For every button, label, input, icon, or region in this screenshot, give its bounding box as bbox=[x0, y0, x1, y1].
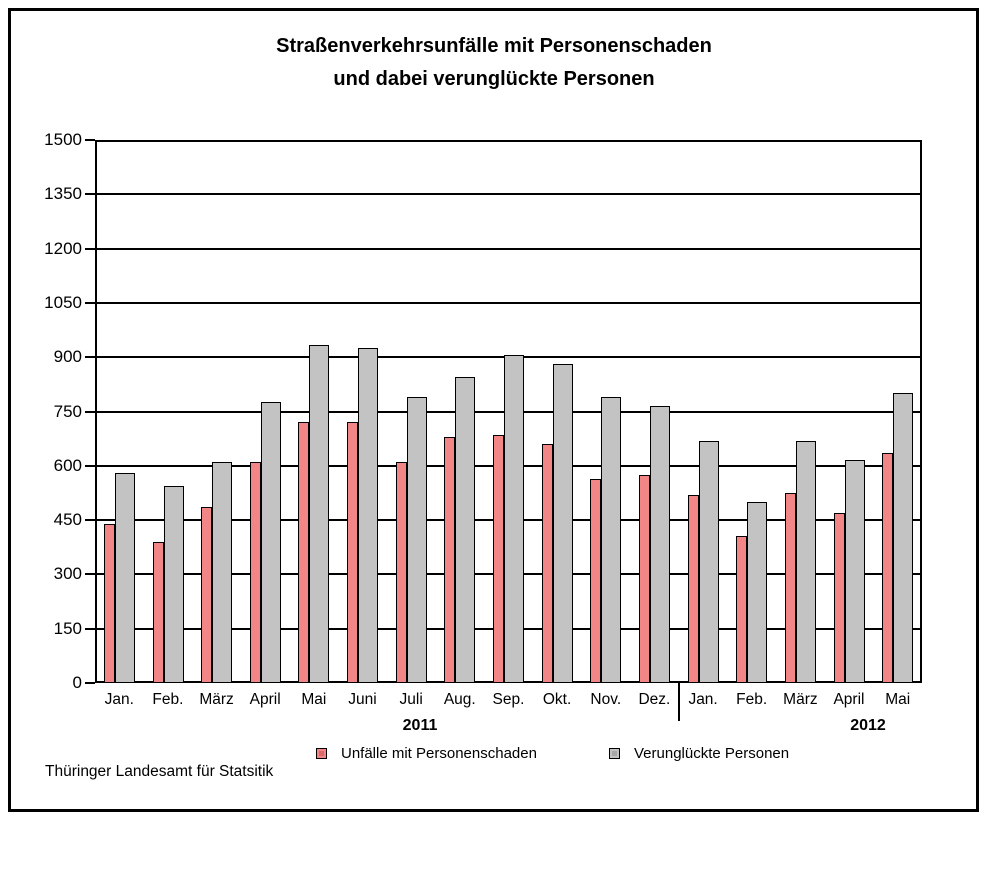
bar-unfaelle-mit-personenschaden-15 bbox=[833, 512, 845, 683]
bar-unfaelle-mit-personenschaden-4 bbox=[298, 422, 310, 683]
y-axis-tick-1200 bbox=[85, 248, 95, 250]
x-axis-month-label-14: März bbox=[783, 691, 818, 708]
y-axis-tick-1350 bbox=[85, 193, 95, 195]
bar-verunglueckte-personen-0 bbox=[114, 473, 135, 683]
legend-label-unfaelle: Unfälle mit Personenschaden bbox=[341, 745, 537, 762]
y-axis-tick-label-1500: 1500 bbox=[44, 130, 82, 149]
legend-marker-verunglueckte bbox=[609, 748, 620, 759]
y-axis-tick-150 bbox=[85, 628, 95, 630]
bar-unfaelle-mit-personenschaden-1 bbox=[152, 541, 164, 683]
gridline-1050 bbox=[95, 302, 922, 304]
chart-title-line-2: und dabei verunglückte Personen bbox=[333, 68, 655, 90]
y-axis-tick-label-450: 450 bbox=[53, 510, 82, 529]
x-axis-month-label-16: Mai bbox=[885, 691, 911, 708]
gridline-1350 bbox=[95, 193, 922, 195]
legend-marker-dot bbox=[319, 751, 324, 756]
bar-unfaelle-mit-personenschaden-9 bbox=[541, 444, 553, 683]
bar-verunglueckte-personen-13 bbox=[747, 502, 768, 683]
legend-label-verunglueckte: Verunglückte Personen bbox=[634, 745, 790, 762]
year-label-2012: 2012 bbox=[850, 717, 886, 734]
x-axis-month-label-7: Aug. bbox=[443, 691, 476, 708]
legend-marker-dot bbox=[612, 751, 617, 756]
x-axis-month-label-1: Feb. bbox=[152, 691, 184, 708]
y-axis-tick-1500 bbox=[85, 139, 95, 141]
bar-unfaelle-mit-personenschaden-14 bbox=[784, 493, 796, 683]
bar-verunglueckte-personen-7 bbox=[455, 377, 476, 683]
bar-verunglueckte-personen-8 bbox=[504, 355, 524, 683]
y-axis-tick-1050 bbox=[85, 302, 95, 304]
bar-unfaelle-mit-personenschaden-2 bbox=[201, 507, 213, 683]
bar-unfaelle-mit-personenschaden-3 bbox=[249, 462, 261, 683]
x-axis-month-label-5: Juni bbox=[348, 691, 377, 708]
x-axis-month-label-2: März bbox=[199, 691, 234, 708]
y-axis-tick-750 bbox=[85, 411, 95, 413]
chart-title-line-1: Straßenverkehrsunfälle mit Personenschad… bbox=[276, 35, 712, 57]
bar-verunglueckte-personen-2 bbox=[212, 462, 233, 683]
y-axis-tick-label-900: 900 bbox=[53, 347, 82, 366]
bar-verunglueckte-personen-3 bbox=[260, 402, 281, 683]
x-axis-month-label-12: Jan. bbox=[688, 691, 718, 708]
gridline-1200 bbox=[95, 248, 922, 250]
y-axis-tick-450 bbox=[85, 519, 95, 521]
y-axis-tick-label-1200: 1200 bbox=[44, 239, 82, 258]
year-label-2011: 2011 bbox=[402, 717, 438, 734]
bar-unfaelle-mit-personenschaden-0 bbox=[103, 523, 115, 683]
bar-unfaelle-mit-personenschaden-11 bbox=[638, 474, 650, 683]
bar-verunglueckte-personen-11 bbox=[649, 406, 670, 683]
bar-verunglueckte-personen-12 bbox=[698, 440, 719, 683]
y-axis-tick-label-300: 300 bbox=[53, 564, 82, 583]
bar-unfaelle-mit-personenschaden-7 bbox=[444, 436, 456, 683]
x-axis-month-label-9: Okt. bbox=[542, 691, 572, 708]
bar-unfaelle-mit-personenschaden-13 bbox=[736, 536, 748, 683]
y-axis-tick-label-600: 600 bbox=[53, 456, 82, 475]
bar-unfaelle-mit-personenschaden-10 bbox=[590, 478, 602, 683]
bar-verunglueckte-personen-6 bbox=[406, 397, 427, 683]
bar-verunglueckte-personen-1 bbox=[163, 485, 184, 683]
x-axis-month-label-10: Nov. bbox=[590, 691, 622, 708]
bar-verunglueckte-personen-4 bbox=[309, 344, 330, 683]
source-text: Thüringer Landesamt für Statsitik bbox=[45, 763, 274, 780]
x-axis-month-label-4: Mai bbox=[301, 691, 327, 708]
legend-marker-unfaelle bbox=[316, 748, 327, 759]
y-axis-tick-label-150: 150 bbox=[53, 619, 82, 638]
x-axis-month-label-8: Sep. bbox=[492, 691, 525, 708]
x-axis-month-label-13: Feb. bbox=[736, 691, 768, 708]
bar-unfaelle-mit-personenschaden-12 bbox=[687, 494, 699, 683]
y-axis-tick-900 bbox=[85, 356, 95, 358]
bar-verunglueckte-personen-15 bbox=[844, 460, 865, 683]
bar-verunglueckte-personen-10 bbox=[601, 397, 622, 683]
year-divider bbox=[677, 683, 680, 721]
x-axis-month-label-11: Dez. bbox=[638, 691, 671, 708]
x-axis-month-label-3: April bbox=[249, 691, 281, 708]
bar-unfaelle-mit-personenschaden-5 bbox=[347, 422, 359, 683]
x-axis-month-label-0: Jan. bbox=[104, 691, 134, 708]
bar-unfaelle-mit-personenschaden-8 bbox=[493, 435, 504, 683]
y-axis-tick-label-750: 750 bbox=[53, 402, 82, 421]
bar-verunglueckte-personen-9 bbox=[552, 364, 573, 683]
y-axis-tick-300 bbox=[85, 573, 95, 575]
y-axis-tick-label-0: 0 bbox=[72, 673, 82, 692]
y-axis-tick-600 bbox=[85, 465, 95, 467]
x-axis-month-label-15: April bbox=[833, 691, 865, 708]
y-axis-tick-label-1050: 1050 bbox=[44, 293, 82, 312]
bar-unfaelle-mit-personenschaden-6 bbox=[395, 462, 407, 683]
bar-verunglueckte-personen-14 bbox=[795, 440, 816, 683]
chart-title: Straßenverkehrsunfälle mit Personenschad… bbox=[0, 30, 988, 96]
bar-unfaelle-mit-personenschaden-16 bbox=[882, 453, 894, 683]
y-axis-tick-label-1350: 1350 bbox=[44, 184, 82, 203]
bar-verunglueckte-personen-5 bbox=[358, 348, 379, 683]
bar-verunglueckte-personen-16 bbox=[893, 393, 914, 683]
x-axis-month-label-6: Juli bbox=[399, 691, 423, 708]
y-axis-tick-0 bbox=[85, 682, 95, 684]
